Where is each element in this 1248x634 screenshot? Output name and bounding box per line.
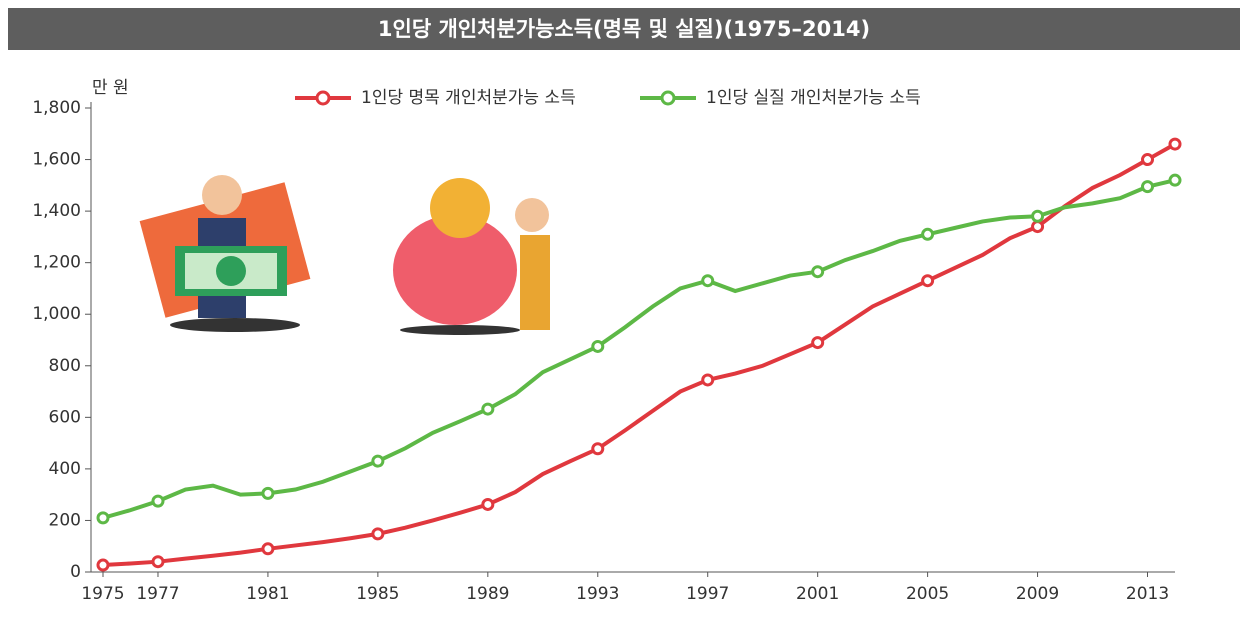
- x-tick-label: 2009: [1016, 584, 1059, 604]
- point: [373, 529, 383, 539]
- point: [923, 229, 933, 239]
- point: [373, 456, 383, 466]
- point: [593, 444, 603, 454]
- point: [1143, 155, 1153, 165]
- x-tick-label: 1975: [81, 584, 124, 604]
- point: [703, 375, 713, 385]
- point: [703, 276, 713, 286]
- point: [813, 338, 823, 348]
- point: [1033, 222, 1043, 232]
- point: [1143, 182, 1153, 192]
- legend-label: 1인당 명목 개인처분가능 소득: [361, 88, 576, 108]
- point: [593, 341, 603, 351]
- point: [153, 496, 163, 506]
- point: [263, 488, 273, 498]
- point: [1170, 175, 1180, 185]
- y-tick-label: 0: [70, 562, 81, 582]
- x-tick-label: 1981: [246, 584, 289, 604]
- x-tick-label: 1989: [466, 584, 509, 604]
- chart: 1인당 개인처분가능소득(명목 및 실질)(1975–2014) 만 원 0 20…: [0, 0, 1248, 630]
- point: [153, 557, 163, 567]
- point: [98, 513, 108, 523]
- point: [263, 544, 273, 554]
- point: [813, 267, 823, 277]
- point: [483, 499, 493, 509]
- y-tick-label: 1,600: [32, 150, 81, 170]
- y-tick-label: 1,000: [32, 304, 81, 324]
- point: [1033, 211, 1043, 221]
- x-tick-label: 1985: [356, 584, 399, 604]
- legend-marker: [662, 92, 674, 104]
- point: [98, 560, 108, 570]
- y-tick-label: 800: [49, 356, 81, 376]
- chart-title: 1인당 개인처분가능소득(명목 및 실질)(1975–2014): [378, 17, 870, 41]
- x-tick-label: 2013: [1126, 584, 1169, 604]
- x-tick-label: 2005: [906, 584, 949, 604]
- point: [923, 276, 933, 286]
- x-tick-label: 1993: [576, 584, 619, 604]
- y-tick-label: 600: [49, 407, 81, 427]
- legend-marker: [317, 92, 329, 104]
- y-tick-label: 200: [49, 510, 81, 530]
- y-unit: 만 원: [92, 78, 129, 98]
- y-tick-label: 400: [49, 459, 81, 479]
- legend-label: 1인당 실질 개인처분가능 소득: [706, 88, 921, 108]
- y-tick-label: 1,200: [32, 253, 81, 273]
- y-tick-label: 1,400: [32, 201, 81, 221]
- x-tick-label: 1977: [136, 584, 179, 604]
- x-tick-label: 2001: [796, 584, 839, 604]
- x-tick-label: 1997: [686, 584, 729, 604]
- illustration: [140, 175, 550, 335]
- point: [483, 404, 493, 414]
- point: [1170, 139, 1180, 149]
- y-tick-label: 1,800: [32, 98, 81, 118]
